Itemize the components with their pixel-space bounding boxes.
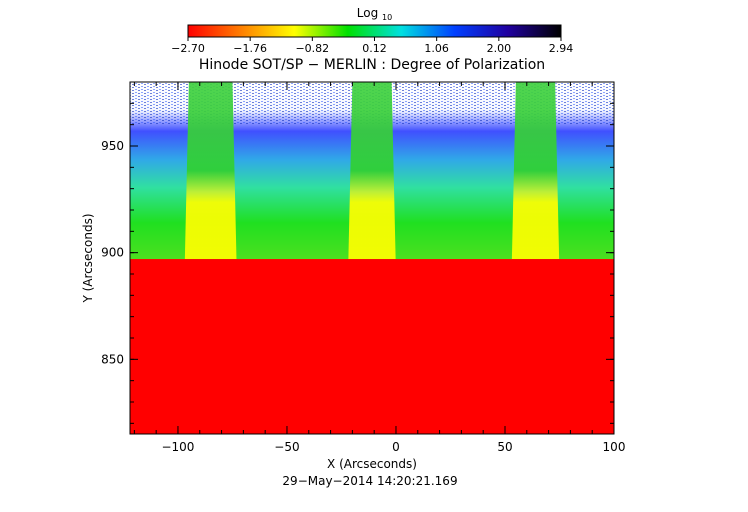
heatmap-low-polarization-region xyxy=(130,259,614,434)
plot-frame xyxy=(129,81,615,435)
y-axis: 850 900 950 xyxy=(101,81,614,424)
chart-title: Hinode SOT/SP − MERLIN : Degree of Polar… xyxy=(199,57,545,73)
colorbar-label-subscript: 10 xyxy=(382,13,392,22)
colorbar-tick-label: 2.94 xyxy=(549,42,574,55)
slit-scan-strip xyxy=(184,82,237,260)
colorbar-tick-label: 0.12 xyxy=(362,42,387,55)
colorbar-tick-label: −2.70 xyxy=(171,42,205,55)
colorbar-gradient xyxy=(187,24,562,38)
y-tick-label: 850 xyxy=(101,352,124,366)
x-tick-label: 100 xyxy=(603,440,626,454)
y-tick-label: 900 xyxy=(101,246,124,260)
colorbar-tick-label: −1.76 xyxy=(233,42,267,55)
y-tick-label: 950 xyxy=(101,139,124,153)
colorbar-label: Log 10 xyxy=(357,6,392,22)
slit-scan-strip xyxy=(348,82,396,260)
colorbar-label-base: Log xyxy=(357,6,378,20)
colorbar-tick-label: 2.00 xyxy=(487,42,512,55)
x-tick-label: 50 xyxy=(497,440,512,454)
timestamp: 29−May−2014 14:20:21.169 xyxy=(282,474,457,488)
x-tick-label: 0 xyxy=(392,440,400,454)
x-axis: −100 −50 0 50 100 xyxy=(133,82,626,454)
colorbar-ticks: −2.70 −1.76 −0.82 0.12 1.06 2.00 2.94 xyxy=(171,37,573,55)
x-tick-label: −100 xyxy=(161,440,194,454)
heatmap-image xyxy=(130,82,614,434)
x-tick-label: −50 xyxy=(274,440,299,454)
slit-scan-strip xyxy=(511,82,560,260)
colorbar-tick-label: −0.82 xyxy=(295,42,329,55)
y-axis-label: Y (Arcseconds) xyxy=(81,213,95,303)
colorbar-tick-label: 1.06 xyxy=(424,42,449,55)
x-axis-label: X (Arcseconds) xyxy=(327,457,417,471)
plot-area: −100 −50 0 50 100 850 900 950 xyxy=(101,81,626,454)
colorbar: Log 10 −2.70 −1.76 −0.82 0.12 1.06 2.00 2.94 xyxy=(171,6,573,55)
